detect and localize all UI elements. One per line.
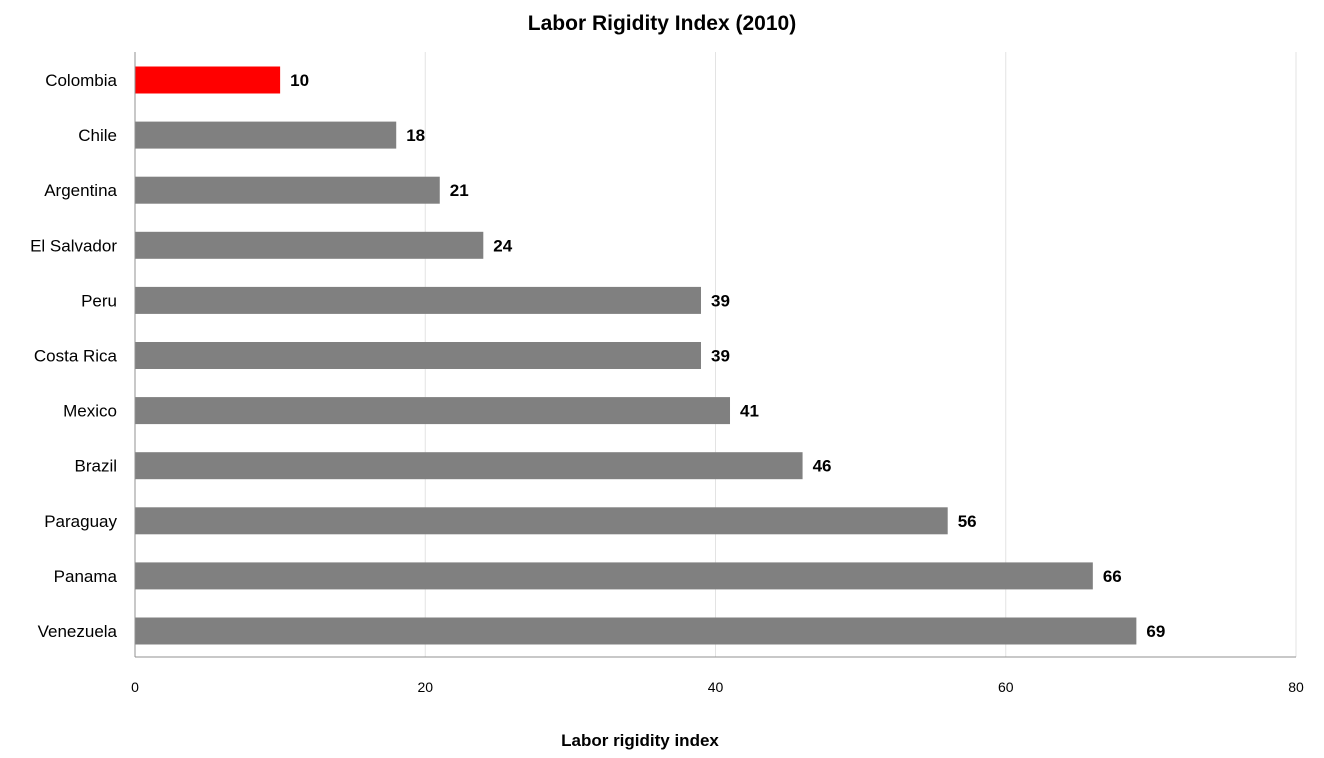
- x-axis-title: Labor rigidity index: [561, 731, 719, 750]
- data-label: 21: [450, 181, 469, 200]
- bar-venezuela: [135, 617, 1137, 645]
- chart-title: Labor Rigidity Index (2010): [528, 12, 796, 35]
- category-label: Peru: [81, 291, 117, 310]
- category-label: Venezuela: [38, 622, 118, 641]
- bar-costa-rica: [135, 342, 701, 369]
- x-tick-label: 20: [417, 679, 433, 695]
- bar-el-salvador: [135, 231, 484, 259]
- data-labels: 10 18 21 24 39 39 41 46 56 66 69: [290, 71, 1165, 641]
- category-label: Paraguay: [44, 512, 117, 531]
- category-label: Panama: [54, 567, 118, 586]
- bar-mexico: [135, 397, 731, 425]
- category-label: Brazil: [74, 457, 117, 476]
- category-label: Mexico: [63, 402, 117, 421]
- category-label: Argentina: [44, 181, 117, 200]
- data-label: 10: [290, 71, 309, 90]
- bar-chile: [135, 121, 397, 149]
- data-label: 39: [711, 291, 730, 310]
- bar-peru: [135, 286, 701, 314]
- data-label: 24: [493, 236, 512, 255]
- category-label: Costa Rica: [34, 347, 118, 366]
- data-label: 18: [406, 126, 425, 145]
- bar-argentina: [135, 176, 440, 204]
- bar-colombia: [135, 66, 281, 94]
- category-label: El Salvador: [30, 236, 117, 255]
- data-label: 41: [740, 402, 759, 421]
- category-label: Colombia: [45, 71, 117, 90]
- x-tick-label: 80: [1288, 679, 1304, 695]
- bar-paraguay: [135, 507, 948, 535]
- x-tick-label: 0: [131, 679, 139, 695]
- data-label: 69: [1146, 622, 1165, 641]
- x-tick-label: 60: [998, 679, 1014, 695]
- data-label: 46: [813, 457, 832, 476]
- x-tick-labels: 0 20 40 60 80: [131, 679, 1304, 695]
- category-label: Chile: [78, 126, 117, 145]
- data-label: 56: [958, 512, 977, 531]
- axes: [134, 52, 1296, 658]
- bar-panama: [135, 562, 1093, 590]
- bar-brazil: [135, 452, 803, 480]
- category-labels: Colombia Chile Argentina El Salvador Peru Cos…: [30, 71, 117, 641]
- data-label: 39: [711, 347, 730, 366]
- x-tick-label: 40: [708, 679, 724, 695]
- bars: [135, 66, 1137, 645]
- data-label: 66: [1103, 567, 1122, 586]
